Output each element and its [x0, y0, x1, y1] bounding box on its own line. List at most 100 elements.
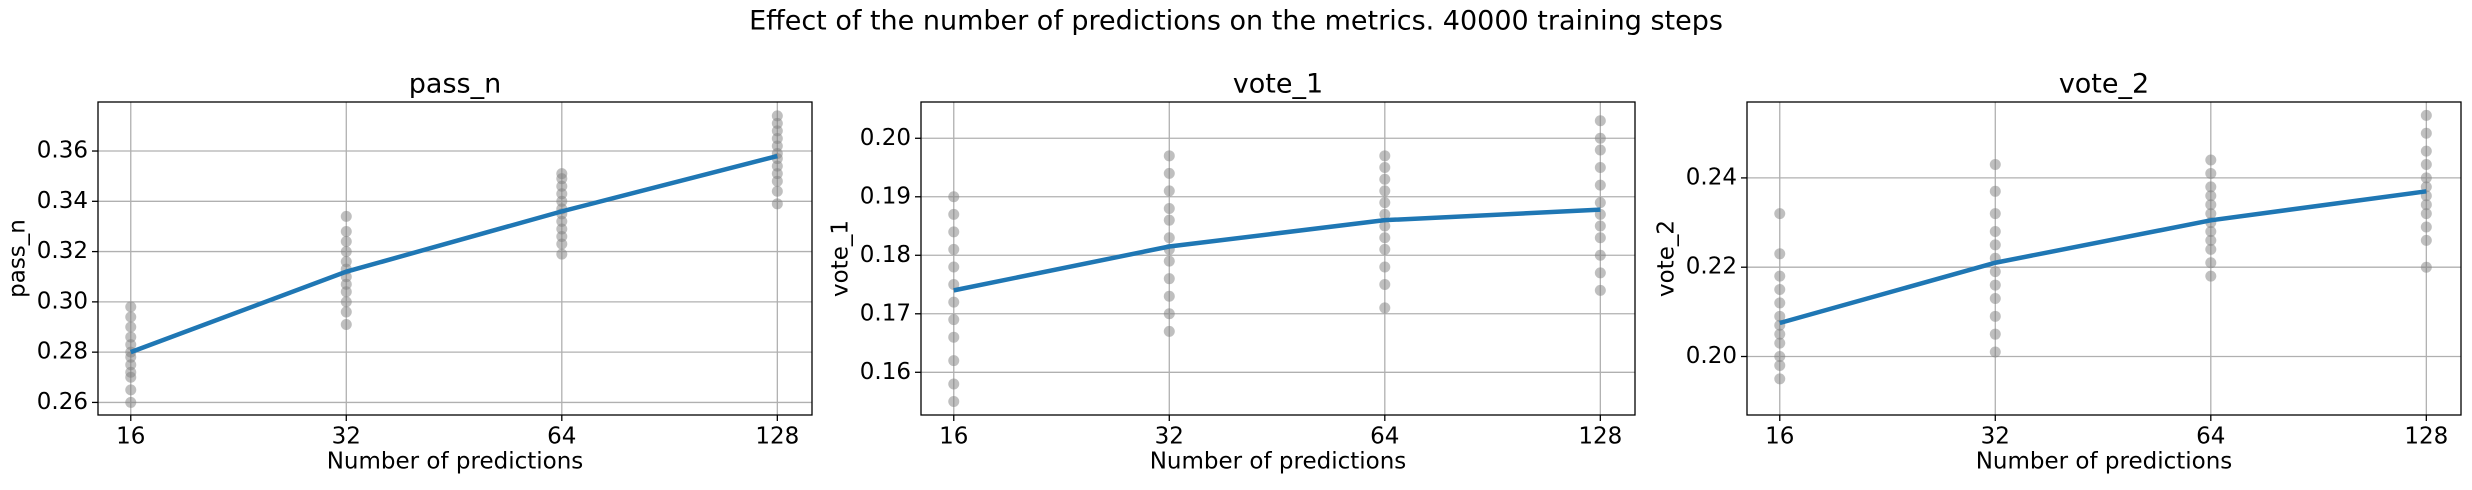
y-tick-label: 0.22 [1686, 254, 1737, 280]
scatter-point [771, 140, 783, 152]
scatter-point [948, 208, 960, 220]
scatter-point [340, 246, 352, 258]
scatter-point [771, 110, 783, 122]
x-tick-label: 16 [116, 424, 145, 450]
y-tick-label: 0.18 [860, 242, 911, 268]
scatter-point [125, 311, 137, 323]
y-axis-label: pass_n [5, 219, 31, 298]
scatter-point [1379, 243, 1391, 255]
scatter-point [1163, 290, 1175, 302]
scatter-point [1163, 167, 1175, 179]
scatter-point [1774, 373, 1786, 385]
scatter-point [771, 132, 783, 144]
x-tick-label: 64 [547, 424, 576, 450]
scatter-point [948, 331, 960, 343]
scatter-point [1989, 328, 2001, 340]
scatter-point [125, 321, 137, 333]
scatter-point [1379, 162, 1391, 174]
scatter-point [1594, 220, 1606, 232]
scatter-point [1989, 346, 2001, 358]
y-tick-label: 0.19 [860, 183, 911, 209]
axes-frame [920, 101, 1636, 416]
scatter-point [948, 355, 960, 367]
scatter-point [125, 301, 137, 313]
scatter-point [556, 238, 568, 250]
line [1779, 189, 2427, 326]
scatter-point [2420, 261, 2432, 273]
scatter-point [1379, 220, 1391, 232]
line [129, 153, 778, 355]
y-tick-label: 0.34 [37, 188, 88, 214]
axes-frame [1746, 101, 2462, 416]
scatter-point [556, 231, 568, 243]
scatter-point [1774, 284, 1786, 296]
x-tick-label: 16 [1765, 424, 1794, 450]
scatter-point [1989, 185, 2001, 197]
scatter-point [1594, 162, 1606, 174]
scatter-point [1379, 185, 1391, 197]
scatter-point [771, 160, 783, 172]
y-axis-label: vote_1 [828, 220, 854, 297]
scatter-point [1163, 214, 1175, 226]
scatter-point [2205, 199, 2217, 211]
scatter-point [1163, 185, 1175, 197]
scatter-point [1379, 232, 1391, 244]
scatter-point [1594, 232, 1606, 244]
scatter-point [1989, 310, 2001, 322]
scatter-point [1594, 115, 1606, 127]
scatter-point [2420, 109, 2432, 121]
x-tick-label: 128 [1578, 424, 1622, 450]
scatter-point [2205, 270, 2217, 282]
scatter-point [125, 384, 137, 396]
scatter-point [2205, 243, 2217, 255]
scatter-point [556, 180, 568, 192]
x-axis-label: Number of predictions [1976, 449, 2233, 475]
scatter-point [2420, 234, 2432, 246]
scatter-point [556, 248, 568, 260]
scatter-point [125, 359, 137, 371]
scatter-point [1989, 225, 2001, 237]
x-tick-label: 16 [939, 424, 968, 450]
scatter-point [2420, 199, 2432, 211]
y-tick-label: 0.30 [37, 288, 88, 314]
scatter-point [948, 279, 960, 291]
scatter-point [1594, 284, 1606, 296]
scatter-point [2420, 172, 2432, 184]
scatter-point [1594, 179, 1606, 191]
scatter-point [2420, 127, 2432, 139]
scatter-point [340, 225, 352, 237]
scatter-point [948, 378, 960, 390]
scatter-point [1989, 159, 2001, 171]
scatter-point [340, 278, 352, 290]
scatter-point [1594, 144, 1606, 156]
scatter-point [1594, 197, 1606, 209]
scatter-point [1594, 267, 1606, 279]
x-tick-label: 64 [1370, 424, 1399, 450]
scatter-point [2205, 181, 2217, 193]
scatter-point [948, 296, 960, 308]
scatter-point [1163, 308, 1175, 320]
scatter-point [1774, 337, 1786, 349]
scatter-point [1379, 208, 1391, 220]
scatter-point [1163, 325, 1175, 337]
scatter-point [125, 339, 137, 351]
scatter-point [1989, 292, 2001, 304]
figure-title: Effect of the number of predictions on t… [749, 6, 1723, 37]
scatter-point [948, 191, 960, 203]
scatter-point [1163, 150, 1175, 162]
scatter-point [125, 396, 137, 408]
y-axis-label: vote_2 [1654, 220, 1680, 297]
scatter-point [1379, 302, 1391, 314]
scatter-point [2420, 208, 2432, 220]
x-tick-label: 128 [755, 424, 799, 450]
scatter-point [1774, 359, 1786, 371]
scatter-point [340, 236, 352, 248]
scatter-point [2205, 257, 2217, 269]
scatter-point [948, 226, 960, 238]
scatter-point [340, 306, 352, 318]
subplot: vote_2 Number of predictions vote_2 16 32 64 1… [1654, 69, 2462, 475]
scatter-point [2205, 167, 2217, 179]
scatter-point [1163, 255, 1175, 267]
